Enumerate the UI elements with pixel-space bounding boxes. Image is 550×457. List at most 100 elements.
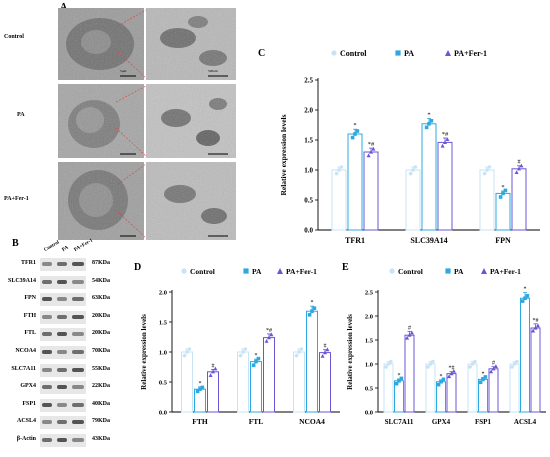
- significance-mark: *#: [449, 366, 455, 372]
- bar-pa-fer1: [263, 337, 275, 413]
- data-point: [517, 166, 521, 171]
- significance-mark: #: [324, 344, 327, 350]
- data-point: [478, 380, 483, 385]
- bar-control: [509, 363, 520, 413]
- panel-letter-b: B: [12, 238, 19, 249]
- legend-label: PA+Fer-1: [490, 267, 521, 276]
- data-point: [355, 129, 360, 133]
- bar-control: [383, 363, 394, 413]
- bar-control: [293, 351, 305, 413]
- data-point: [483, 375, 488, 379]
- legend-marker-pa-fer1: [481, 268, 487, 274]
- data-point: [394, 381, 399, 386]
- y-tick-label: 2.0: [365, 314, 373, 321]
- x-category-label: GPX4: [432, 418, 451, 426]
- wb-kda-label: 20KDa: [92, 330, 110, 337]
- panel-letter-c: C: [258, 48, 266, 59]
- wb-band: [57, 438, 67, 442]
- wb-protein-label: SLC39A14: [7, 277, 36, 284]
- lane-label-pa: PA: [61, 245, 70, 253]
- bar-pa-fer1: [446, 373, 457, 413]
- wb-band: [72, 385, 84, 390]
- significance-mark: *: [427, 111, 430, 118]
- legend-marker-pa: [243, 268, 249, 274]
- significance-mark: *#: [442, 131, 449, 138]
- wb-band: [72, 420, 84, 425]
- data-point: [489, 369, 494, 374]
- data-point: [411, 168, 415, 172]
- wb-kda-label: 22KDa: [92, 383, 110, 390]
- data-point: [443, 140, 447, 144]
- significance-mark: *: [199, 381, 202, 387]
- wb-band: [72, 332, 84, 337]
- wb-band: [72, 279, 84, 284]
- data-point: [409, 330, 414, 335]
- significance-mark: #: [212, 363, 215, 369]
- wb-protein-label: NCOA4: [15, 348, 36, 354]
- wb-band: [72, 314, 84, 319]
- y-tick-label: 0.5: [304, 197, 313, 205]
- x-category-label: FSP1: [475, 418, 491, 426]
- em-scale-left: 5μm: [120, 69, 127, 73]
- wb-band: [42, 279, 52, 284]
- bar-control: [181, 351, 193, 413]
- legend-marker-control: [331, 50, 337, 56]
- y-tick-label: 2.5: [365, 290, 374, 297]
- data-point: [339, 165, 344, 169]
- em-pa-detail: [146, 84, 236, 158]
- bar-pa-fer1: [363, 151, 379, 231]
- bar-pa-fer1: [319, 352, 331, 413]
- y-tick-label: 1.5: [304, 137, 313, 145]
- data-point: [503, 188, 508, 193]
- em-micrograph-grid: 5μm 500nm: [58, 8, 236, 240]
- wb-kda-label: 40KDa: [92, 400, 110, 407]
- wb-band: [42, 367, 52, 372]
- wb-band: [72, 262, 84, 266]
- data-point: [531, 328, 536, 333]
- em-control-overview: [58, 8, 144, 80]
- y-tick-label: 0.0: [159, 410, 167, 417]
- wb-band: [72, 297, 84, 302]
- wb-protein-label: SLC7A11: [11, 365, 36, 372]
- wb-protein-label: FTL: [24, 330, 36, 337]
- x-category-label: FTH: [192, 417, 208, 426]
- significance-mark: *: [524, 287, 527, 293]
- wb-band: [57, 314, 67, 319]
- data-point: [299, 347, 304, 351]
- bar-pa-fer1: [437, 141, 453, 231]
- lane-label-pa-fer1: PA+Fer-1: [73, 238, 94, 253]
- x-category-label: SLC7A11: [385, 418, 414, 426]
- data-point: [468, 365, 472, 369]
- data-point: [350, 135, 355, 140]
- data-point: [523, 296, 527, 301]
- lane-label-control: Control: [43, 240, 61, 253]
- data-point: [320, 354, 325, 358]
- data-point: [481, 377, 485, 382]
- wb-band: [42, 420, 52, 425]
- wb-kda-label: 79KDa: [92, 418, 110, 425]
- data-point: [384, 365, 388, 369]
- wb-kda-label: 87KDa: [92, 260, 110, 266]
- significance-mark: #: [517, 159, 521, 166]
- wb-protein-label: TFR1: [21, 260, 36, 266]
- data-point: [510, 365, 514, 369]
- significance-mark: *: [501, 184, 504, 191]
- wb-band: [42, 297, 52, 302]
- wb-protein-label: β-Actin: [16, 436, 36, 442]
- data-point: [470, 362, 475, 366]
- data-point: [238, 353, 243, 358]
- y-tick-label: 0.0: [304, 227, 313, 235]
- data-point: [519, 163, 524, 168]
- legend-label: PA+Fer-1: [286, 267, 317, 276]
- data-point: [407, 333, 412, 337]
- wb-band: [57, 385, 67, 390]
- bar-control: [425, 363, 436, 413]
- bar-control: [479, 169, 495, 231]
- significance-mark: *#: [368, 141, 375, 148]
- wb-kda-label: 20KDa: [92, 312, 110, 319]
- bar-pa-fer1: [530, 327, 541, 413]
- data-point: [251, 363, 256, 367]
- data-point: [405, 335, 410, 340]
- em-scale-right: 500nm: [208, 69, 218, 73]
- significance-mark: *: [440, 374, 443, 380]
